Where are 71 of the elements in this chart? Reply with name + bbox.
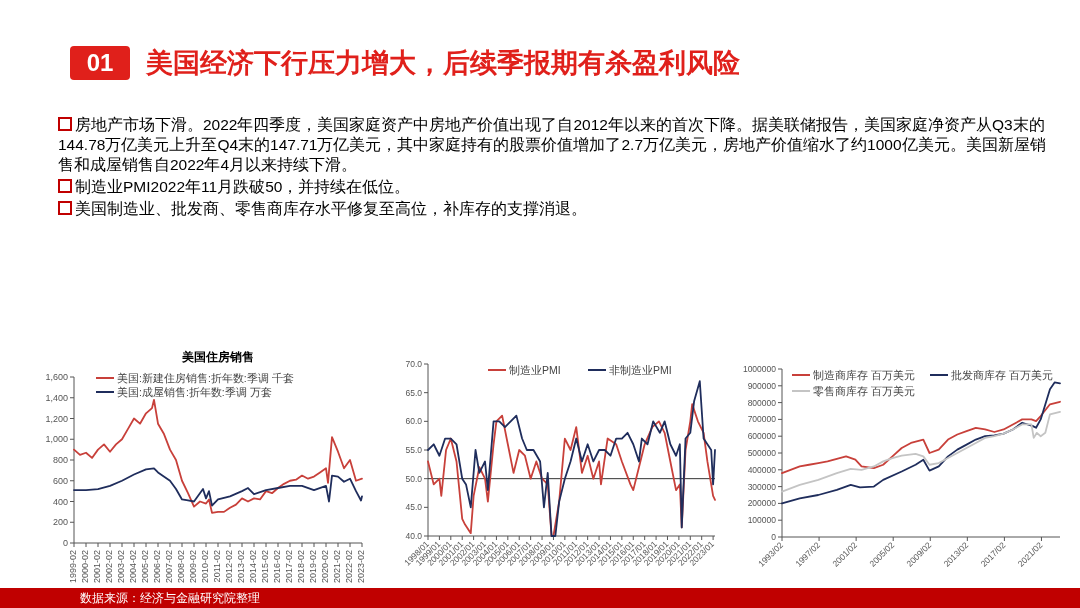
y-tick-label: 60.0 [405,416,423,427]
chart-title: 美国住房销售 [181,350,254,364]
y-tick-label: 700000 [747,414,777,425]
x-tick-label: 2008-02 [176,550,187,584]
y-tick-label: 1,400 [45,392,68,403]
y-tick-label: 600000 [747,431,777,442]
x-tick-label: 2014-02 [248,550,259,584]
x-tick-label: 2016-02 [272,550,283,584]
text: 制造业PMI2022年11月跌破50，并持续在低位。 [74,177,412,197]
y-tick-label: 800000 [747,397,777,408]
x-tick-label: 1999-02 [68,550,79,584]
x-tick-label: 2020-02 [320,550,331,584]
x-tick-label: 2001-02 [92,550,103,584]
line-series [781,410,1061,493]
y-tick-label: 1,200 [45,413,68,424]
y-tick-label: 900000 [747,380,777,391]
legend-label: 美国:成屋销售:折年数:季调 万套 [117,386,272,398]
y-tick-label: 1000000 [742,364,777,374]
line-series [73,398,363,514]
x-tick-label: 2017-02 [284,550,295,584]
x-tick-label: 2007-02 [164,550,175,584]
y-tick-label: 500000 [747,448,777,458]
y-tick-label: 0 [771,532,777,542]
line-series [781,400,1061,475]
x-tick-label: 2023-02 [356,550,367,584]
x-tick-label: 2009-02 [188,550,199,584]
x-tick-label: 2021-02 [332,550,343,584]
legend-label: 非制造业PMI [609,364,672,376]
x-tick-label: 2011-02 [212,550,223,583]
line-series [781,381,1061,505]
y-tick-label: 65.0 [405,387,423,398]
y-tick-label: 400 [52,496,68,507]
y-tick-label: 200000 [747,498,777,509]
y-tick-label: 100000 [747,515,777,526]
y-tick-label: 45.0 [405,502,423,513]
legend-label: 制造商库存 百万美元 [813,369,915,381]
x-tick-label: 2013-02 [236,550,247,584]
legend-label: 美国:新建住房销售:折年数:季调 千套 [117,372,294,384]
y-tick-label: 55.0 [405,445,423,455]
x-tick-label: 2019-02 [308,550,319,584]
x-tick-label: 2000-02 [80,550,91,584]
legend-label: 零售商库存 百万美元 [813,385,915,397]
text: 美国制造业、批发商、零售商库存水平修复至高位，补库存的支撑消退。 [74,199,588,219]
y-tick-label: 0 [62,538,68,548]
line-series [73,467,363,507]
y-tick-label: 1,000 [45,434,68,445]
y-tick-label: 800 [52,455,68,465]
x-tick-label: 2006-02 [152,550,163,584]
text: 房地产市场下滑。2022年四季度，美国家庭资产中房地产价值出现了自2012年以来的首次下降。据美联储报告，美国家庭净资产从Q3末的144.78万亿美元上升至Q4末的147.71万亿美元，其中家庭持有的股票价值增加了2.7万亿美元，房地产价值缩水了约1000亿美元。美国新屋销售和成屋销售自2022年4月以来持续下滑。 [58,115,1047,175]
y-tick-label: 300000 [747,481,777,492]
y-tick-label: 1,600 [45,372,68,382]
y-tick-label: 50.0 [405,473,423,484]
x-tick-label: 2015-02 [260,550,271,584]
y-tick-label: 70.0 [405,359,423,369]
x-tick-label: 2022-02 [344,550,355,584]
x-tick-label: 2004-02 [128,550,139,584]
x-tick-label: 2018-02 [296,550,307,584]
y-tick-label: 40.0 [405,531,423,541]
x-tick-label: 2010-02 [200,550,211,584]
text: 美国经济下行压力增大，后续季报期有杀盈利风险 [146,47,740,80]
legend-label: 批发商库存 百万美元 [951,369,1053,381]
y-tick-label: 600 [52,475,68,486]
text: 01 [70,46,130,80]
source-note: 数据来源：经济与金融研究院整理 [80,591,260,605]
x-tick-label: 2005-02 [140,550,151,584]
y-tick-label: 200 [52,517,68,528]
legend-label: 制造业PMI [509,364,561,376]
x-tick-label: 2002-02 [104,550,115,584]
x-tick-label: 2012-02 [224,550,235,584]
y-tick-label: 400000 [747,464,777,475]
x-tick-label: 2003-02 [116,550,127,584]
